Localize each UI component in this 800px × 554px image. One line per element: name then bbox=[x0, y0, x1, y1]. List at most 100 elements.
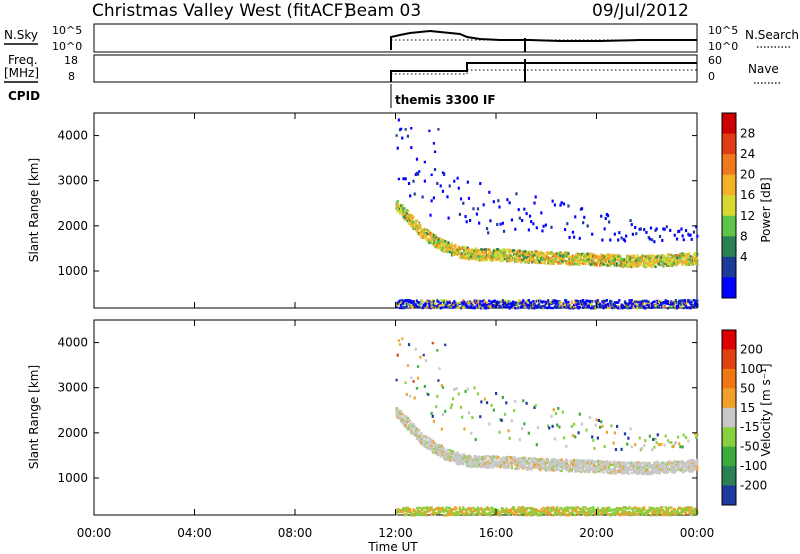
echo-point bbox=[618, 306, 621, 309]
echo-point bbox=[579, 299, 582, 303]
echo-point bbox=[423, 507, 426, 510]
echo-point bbox=[442, 302, 446, 306]
echo-point bbox=[604, 461, 607, 464]
echo-point bbox=[526, 253, 529, 257]
echo-point bbox=[479, 300, 482, 303]
echo-point bbox=[648, 237, 651, 241]
echo-point bbox=[506, 510, 509, 513]
echo-point bbox=[484, 256, 488, 260]
echo-point bbox=[455, 510, 458, 514]
echo-point bbox=[648, 463, 651, 466]
echo-point bbox=[688, 306, 691, 310]
echo-point bbox=[431, 414, 434, 418]
echo-point bbox=[441, 446, 445, 450]
echo-point bbox=[535, 511, 538, 514]
echo-point bbox=[403, 299, 406, 303]
echo-point bbox=[405, 304, 408, 308]
echo-point bbox=[636, 262, 639, 266]
echo-point bbox=[467, 459, 471, 463]
echo-point bbox=[430, 199, 433, 203]
nsky-frame bbox=[93, 23, 698, 53]
echo-point bbox=[613, 254, 616, 257]
echo-point bbox=[586, 466, 589, 470]
echo-point bbox=[593, 462, 596, 465]
echo-point bbox=[419, 433, 422, 436]
echo-point bbox=[500, 300, 503, 303]
echo-point bbox=[401, 204, 404, 207]
echo-point bbox=[421, 442, 424, 446]
echo-point bbox=[400, 301, 403, 305]
echo-point bbox=[475, 248, 478, 251]
echo-point bbox=[631, 255, 635, 259]
nsky-tick-top: 10^5 bbox=[52, 24, 82, 37]
echo-point bbox=[453, 303, 456, 307]
echo-point bbox=[556, 509, 559, 512]
echo-point bbox=[515, 253, 518, 256]
echo-point bbox=[462, 201, 465, 205]
echo-point bbox=[614, 448, 618, 452]
echo-point bbox=[573, 463, 576, 466]
echo-point bbox=[575, 510, 578, 513]
echo-point bbox=[472, 506, 475, 510]
echo-point bbox=[515, 466, 518, 470]
echo-point bbox=[540, 258, 543, 261]
echo-point bbox=[510, 218, 514, 222]
echo-point bbox=[609, 304, 612, 307]
echo-point bbox=[409, 221, 412, 224]
echo-point bbox=[579, 303, 582, 306]
echo-point bbox=[673, 507, 676, 511]
echo-point bbox=[403, 513, 406, 517]
echo-point bbox=[516, 461, 519, 465]
echo-point bbox=[647, 461, 650, 465]
echo-point bbox=[519, 457, 523, 461]
echo-point bbox=[524, 456, 527, 460]
echo-point bbox=[585, 507, 588, 511]
echo-point bbox=[672, 508, 675, 511]
echo-point bbox=[656, 470, 659, 474]
echo-point bbox=[602, 468, 605, 471]
echo-point bbox=[665, 261, 668, 264]
echo-point bbox=[421, 437, 424, 440]
echo-point bbox=[574, 262, 577, 266]
echo-point bbox=[605, 299, 608, 302]
echo-point bbox=[464, 508, 467, 511]
echo-point bbox=[465, 246, 468, 250]
echo-point bbox=[465, 461, 468, 464]
echo-point bbox=[545, 511, 549, 515]
echo-point bbox=[641, 509, 645, 512]
echo-point bbox=[478, 221, 481, 225]
echo-point bbox=[630, 445, 633, 449]
echo-point bbox=[487, 256, 490, 259]
echo-point bbox=[525, 299, 528, 303]
echo-point bbox=[505, 248, 508, 252]
echo-point bbox=[413, 396, 416, 400]
echo-point bbox=[465, 511, 468, 515]
echo-point bbox=[554, 458, 558, 462]
echo-point bbox=[431, 233, 434, 237]
echo-point bbox=[445, 247, 448, 250]
echo-point bbox=[626, 306, 629, 310]
echo-point bbox=[481, 457, 484, 461]
echo-point bbox=[689, 233, 692, 237]
echo-point bbox=[663, 255, 666, 259]
echo-point bbox=[610, 469, 613, 472]
echo-point bbox=[534, 465, 537, 468]
echo-point bbox=[683, 299, 687, 302]
echo-point bbox=[588, 252, 592, 256]
echo-point bbox=[437, 453, 440, 456]
echo-point bbox=[502, 229, 506, 233]
echo-point bbox=[566, 508, 569, 512]
echo-point bbox=[398, 409, 402, 413]
echo-point bbox=[415, 299, 419, 303]
echo-point bbox=[553, 256, 556, 260]
echo-point bbox=[449, 248, 452, 251]
echo-point bbox=[647, 510, 650, 513]
echo-point bbox=[651, 264, 654, 268]
echo-point bbox=[602, 254, 605, 257]
echo-point bbox=[666, 513, 670, 517]
echo-point bbox=[441, 171, 445, 174]
echo-point bbox=[687, 263, 690, 267]
echo-point bbox=[653, 461, 656, 464]
echo-point bbox=[454, 457, 457, 460]
